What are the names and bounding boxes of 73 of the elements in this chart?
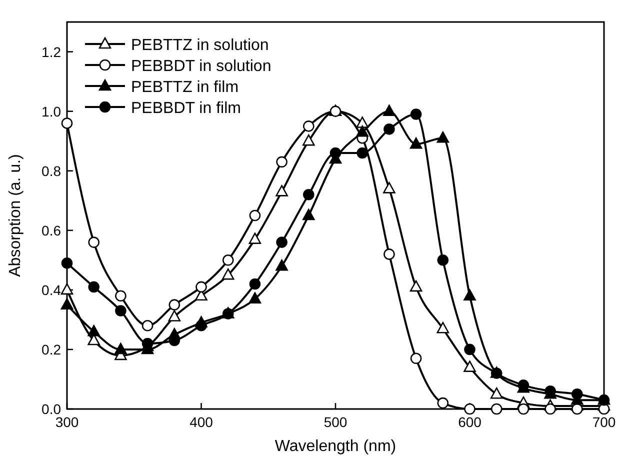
y-tick-label: 0.6 — [42, 222, 62, 238]
y-tick-label: 0.2 — [42, 341, 62, 358]
y-axis-title: Absorption (a. u.) — [7, 154, 24, 277]
point — [248, 232, 262, 244]
point — [222, 268, 234, 280]
legend-label: PEBBDT in solution — [131, 58, 272, 75]
point — [168, 310, 181, 322]
point — [464, 403, 476, 415]
point — [436, 322, 450, 334]
point — [276, 236, 288, 248]
legend-label: PEBTTZ in film — [131, 79, 239, 96]
legend-label: PEBTTZ in solution — [131, 37, 269, 54]
point — [88, 281, 100, 293]
point — [572, 388, 583, 400]
point — [222, 254, 234, 266]
point — [356, 147, 368, 159]
point — [60, 298, 74, 310]
x-tick-label: 500 — [324, 414, 348, 430]
point — [410, 108, 422, 120]
point — [302, 208, 315, 220]
point — [490, 387, 503, 399]
point — [356, 116, 368, 128]
point — [303, 120, 314, 132]
point — [464, 360, 476, 372]
point — [248, 292, 262, 304]
point — [437, 397, 449, 409]
point — [196, 281, 207, 293]
point — [276, 259, 288, 271]
point — [276, 185, 288, 196]
point — [142, 320, 154, 332]
point — [384, 248, 395, 260]
point — [598, 403, 610, 415]
x-axis-title: Wavelength (nm) — [274, 438, 396, 455]
point — [437, 254, 449, 266]
x-tick-label: 400 — [190, 414, 214, 430]
point — [490, 403, 502, 415]
point — [303, 189, 314, 200]
point — [249, 278, 261, 290]
point — [383, 104, 396, 116]
point — [88, 236, 100, 248]
x-tick-label: 300 — [55, 414, 79, 430]
point — [544, 403, 556, 415]
point — [330, 147, 342, 159]
point — [383, 182, 396, 194]
x-tick-label: 600 — [458, 414, 482, 430]
point — [356, 125, 368, 137]
point — [518, 403, 530, 415]
point — [384, 124, 395, 135]
point — [168, 299, 180, 310]
point — [410, 137, 422, 149]
legend-label: PEBBDT in film — [131, 100, 241, 117]
point — [276, 156, 288, 168]
point — [410, 352, 422, 364]
y-tick-label: 0.4 — [42, 282, 62, 298]
y-tick-label: 1.2 — [42, 44, 62, 60]
point — [572, 403, 583, 415]
point — [115, 290, 126, 302]
point — [88, 324, 100, 336]
y-tick-label: 0.8 — [42, 162, 62, 179]
y-tick-label: 1.0 — [42, 103, 62, 120]
point — [61, 118, 73, 129]
point — [436, 131, 450, 143]
point — [302, 134, 315, 146]
point — [61, 257, 73, 269]
point — [464, 344, 476, 356]
point — [410, 280, 422, 292]
point — [464, 289, 476, 301]
point — [249, 210, 261, 222]
point — [196, 320, 207, 332]
y-tick-label: 0.0 — [42, 401, 62, 417]
point — [115, 305, 126, 316]
x-tick-label: 700 — [592, 414, 616, 430]
point — [114, 342, 127, 354]
